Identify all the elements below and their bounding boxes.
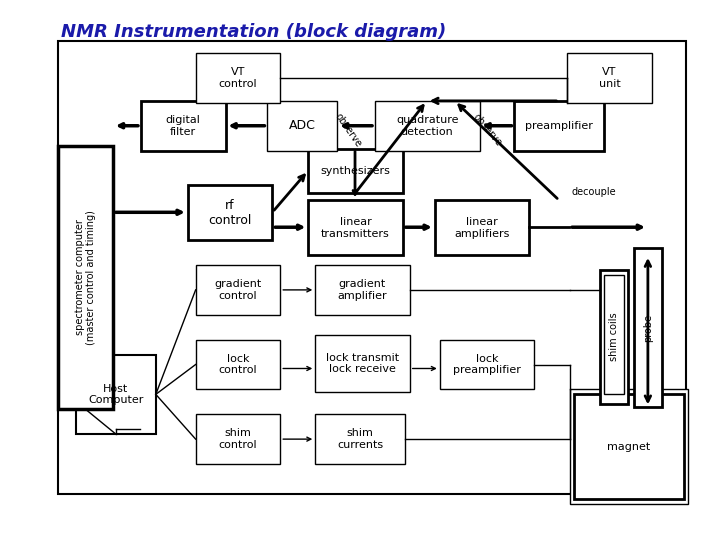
Bar <box>141 101 225 151</box>
Text: VT
unit: VT unit <box>598 67 621 89</box>
Bar <box>634 248 662 407</box>
Bar <box>440 340 534 389</box>
Bar <box>570 389 688 504</box>
Bar <box>196 340 280 389</box>
Bar <box>58 146 113 409</box>
Bar <box>308 148 402 193</box>
Text: linear
amplifiers: linear amplifiers <box>454 217 510 239</box>
Bar <box>76 355 156 434</box>
Bar <box>574 394 684 499</box>
Text: gradient
amplifier: gradient amplifier <box>338 279 387 301</box>
Text: shim
control: shim control <box>219 428 257 450</box>
Bar <box>435 200 529 255</box>
Text: synthesizers: synthesizers <box>320 166 390 176</box>
Bar <box>604 275 624 394</box>
Text: preamplifier: preamplifier <box>526 121 593 131</box>
Text: rf
control: rf control <box>208 199 252 227</box>
Text: observe: observe <box>471 112 504 148</box>
Bar <box>600 270 628 404</box>
Text: digital
filter: digital filter <box>166 115 201 137</box>
Bar <box>196 265 280 315</box>
Text: quadrature
detection: quadrature detection <box>396 115 459 137</box>
Bar <box>315 335 410 393</box>
Text: lock
control: lock control <box>219 354 257 375</box>
Text: Host
Computer: Host Computer <box>89 383 143 405</box>
Text: gradient
control: gradient control <box>215 279 261 301</box>
Text: linear
transmitters: linear transmitters <box>321 217 390 239</box>
Text: lock
preamplifier: lock preamplifier <box>453 354 521 375</box>
Bar <box>567 53 652 103</box>
Bar <box>375 101 480 151</box>
Bar <box>267 101 337 151</box>
Text: shim
currents: shim currents <box>337 428 383 450</box>
Bar <box>315 265 410 315</box>
Bar <box>196 53 280 103</box>
Bar <box>514 101 604 151</box>
Text: VT
control: VT control <box>219 67 257 89</box>
Bar <box>196 414 280 464</box>
Text: magnet: magnet <box>608 442 651 451</box>
Bar <box>315 414 405 464</box>
Text: shim coils: shim coils <box>609 313 619 361</box>
Text: lock transmit
lock receive: lock transmit lock receive <box>326 353 399 374</box>
Text: ADC: ADC <box>289 119 315 132</box>
Text: observe: observe <box>333 111 364 148</box>
Text: spectrometer computer
(master control and timing): spectrometer computer (master control an… <box>75 210 96 345</box>
Text: decouple: decouple <box>571 187 616 198</box>
Bar <box>188 185 272 240</box>
Text: probe: probe <box>643 314 653 342</box>
Bar <box>308 200 402 255</box>
Text: NMR Instrumentation (block diagram): NMR Instrumentation (block diagram) <box>61 23 446 41</box>
Bar <box>58 41 685 494</box>
